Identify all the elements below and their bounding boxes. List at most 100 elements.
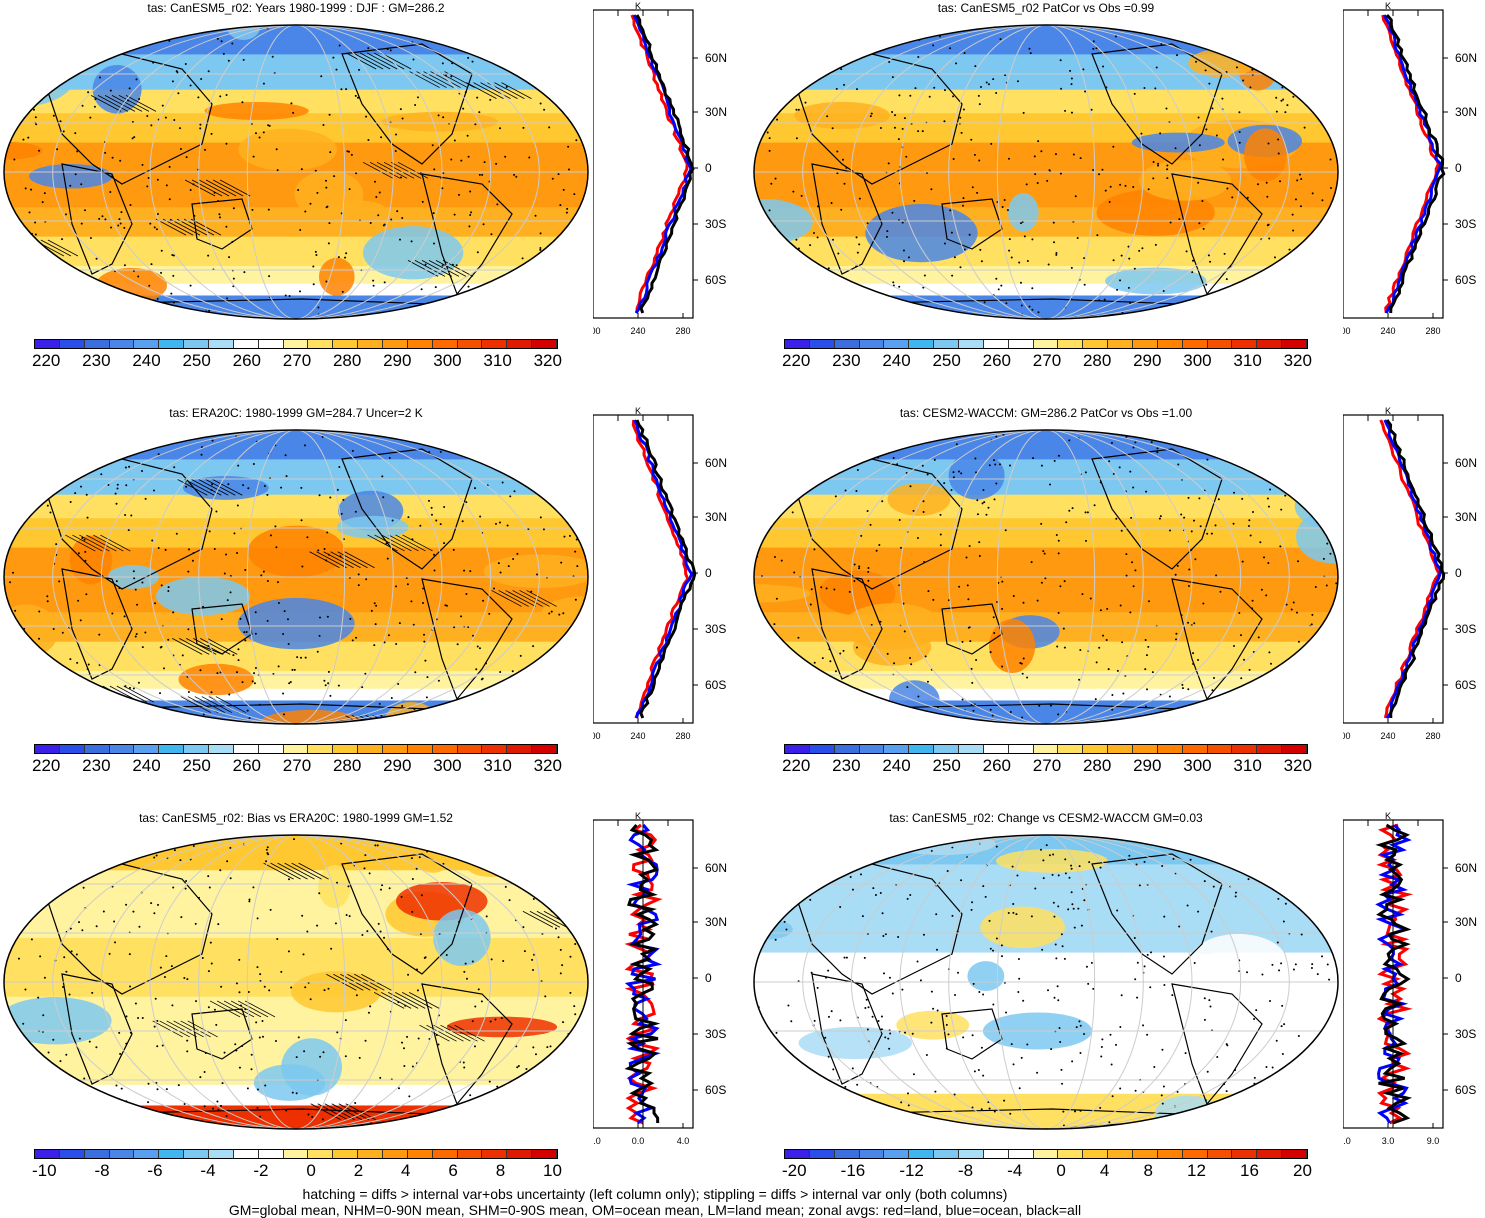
colorbar-tick-label: -10 bbox=[32, 1161, 57, 1180]
colorbar-tick-label: 270 bbox=[282, 756, 312, 775]
colorbar-tick-label: 230 bbox=[832, 351, 861, 370]
panel-title: tas: CanESM5_r02: Change vs CESM2-WACCM … bbox=[889, 811, 1203, 825]
colorbar-tick-label: 300 bbox=[433, 756, 462, 775]
colorbar bbox=[784, 339, 1308, 349]
colorbar-tick-label: -20 bbox=[782, 1161, 807, 1180]
zonal-xtick: 240 bbox=[630, 731, 645, 741]
colorbar-tick-label: 6 bbox=[448, 1161, 458, 1180]
lat-label: 30S bbox=[705, 1027, 726, 1041]
colorbar-tick-label: 280 bbox=[332, 756, 362, 775]
colorbar-tick-label: 2 bbox=[353, 1161, 364, 1180]
zonal-unit: K bbox=[1385, 406, 1391, 416]
zonal-xtick: 240 bbox=[1380, 731, 1395, 741]
colorbar-tick-label: 320 bbox=[533, 351, 562, 370]
colorbar-tick-label: -12 bbox=[899, 1161, 924, 1180]
colorbar-tick-label: 0 bbox=[306, 1161, 316, 1180]
zonal-unit: K bbox=[635, 811, 641, 821]
lat-label: 30S bbox=[1455, 1027, 1476, 1041]
lat-label: 30S bbox=[705, 217, 726, 231]
colorbar-tick-label: 250 bbox=[182, 756, 211, 775]
colorbar-tick-label: 220 bbox=[32, 351, 61, 370]
lat-label: 30S bbox=[705, 622, 726, 636]
panel-title: tas: CanESM5_r02: Bias vs ERA20C: 1980-1… bbox=[139, 811, 453, 825]
colorbar-tick-label: -2 bbox=[253, 1161, 269, 1180]
colorbar-tick-label: 270 bbox=[1032, 351, 1062, 370]
lat-label: 30S bbox=[1455, 622, 1476, 636]
lat-label: 60N bbox=[705, 51, 727, 65]
colorbar-tick-label: 220 bbox=[32, 756, 61, 775]
colorbar-tick-label: 230 bbox=[82, 756, 111, 775]
colorbar-tick-label: 300 bbox=[1183, 351, 1212, 370]
colorbar-tick-label: 4 bbox=[401, 1161, 411, 1180]
colorbar-tick-label: 270 bbox=[282, 351, 312, 370]
footer-line-1: hatching = diffs > internal var+obs unce… bbox=[302, 1186, 1008, 1202]
world-map bbox=[3, 429, 589, 725]
lat-label: 30N bbox=[1455, 915, 1477, 929]
panel-title: tas: ERA20C: 1980-1999 GM=284.7 Uncer=2 … bbox=[169, 406, 423, 420]
zonal-curve bbox=[1379, 419, 1441, 719]
colorbar-tick-label: 220 bbox=[782, 351, 811, 370]
lat-label: 0 bbox=[1455, 161, 1462, 175]
colorbar-tick-label: -6 bbox=[147, 1161, 163, 1180]
zonal-curve bbox=[1385, 14, 1446, 314]
world-map bbox=[753, 24, 1339, 320]
colorbar bbox=[784, 744, 1308, 754]
colorbar-tick-label: 290 bbox=[1133, 756, 1162, 775]
lat-label: 30S bbox=[1455, 217, 1476, 231]
colorbar-tick-label: 240 bbox=[882, 351, 911, 370]
zonal-unit: K bbox=[1385, 1, 1391, 11]
colorbar-tick-label: 250 bbox=[932, 351, 961, 370]
colorbar-tick-label: 280 bbox=[1082, 351, 1112, 370]
colorbar-tick-label: 320 bbox=[1283, 351, 1312, 370]
world-map bbox=[3, 834, 589, 1130]
lat-label: 60S bbox=[1455, 273, 1476, 287]
lat-label: 60N bbox=[1455, 861, 1477, 875]
colorbar-tick-label: 260 bbox=[982, 351, 1011, 370]
zonal-xtick: 280 bbox=[1425, 731, 1440, 741]
lat-label: 60N bbox=[1455, 456, 1477, 470]
lat-label: 60S bbox=[1455, 678, 1476, 692]
colorbar-tick-label: 0 bbox=[1056, 1161, 1066, 1180]
zonal-xtick: 200 bbox=[1343, 326, 1351, 336]
lat-label: 30N bbox=[705, 915, 727, 929]
colorbar-tick-label: 280 bbox=[1082, 756, 1112, 775]
lat-label: 60S bbox=[705, 678, 726, 692]
zonal-xtick: 200 bbox=[1343, 731, 1351, 741]
colorbar-tick-label: 12 bbox=[1187, 1161, 1206, 1180]
colorbar-tick-label: -4 bbox=[200, 1161, 216, 1180]
lat-label: 0 bbox=[1455, 566, 1462, 580]
colorbar bbox=[34, 1149, 558, 1159]
colorbar-tick-label: 290 bbox=[383, 351, 412, 370]
colorbar-tick-label: 260 bbox=[982, 756, 1011, 775]
colorbar-tick-label: 230 bbox=[832, 756, 861, 775]
zonal-unit: K bbox=[635, 1, 641, 11]
colorbar-tick-label: 300 bbox=[433, 351, 462, 370]
zonal-curve bbox=[635, 14, 695, 314]
colorbar-labels: -10 -8 -6 -4 -2 0 2 4 6 8 10 bbox=[32, 1161, 562, 1181]
lat-label: 30N bbox=[705, 510, 727, 524]
zonal-curve bbox=[1381, 14, 1441, 314]
footer-note: hatching = diffs > internal var+obs unce… bbox=[0, 1186, 1310, 1218]
zonal-average-plot: K 60N 30N 0 30S 60S 200 240 280 bbox=[593, 1, 727, 336]
zonal-curve bbox=[624, 824, 663, 1125]
zonal-xtick: 200 bbox=[593, 731, 601, 741]
colorbar-tick-label: -4 bbox=[1007, 1161, 1023, 1180]
zonal-curve bbox=[631, 419, 690, 719]
zonal-curve bbox=[1385, 419, 1446, 719]
zonal-average-plot: K 60N 30N 0 30S 60S 200 240 280 bbox=[1343, 1, 1477, 336]
colorbar-tick-label: 4 bbox=[1099, 1161, 1110, 1180]
panel-title: tas: CESM2-WACCM: GM=286.2 PatCor vs Obs… bbox=[899, 406, 1193, 420]
zonal-xtick: 280 bbox=[675, 326, 690, 336]
colorbar-tick-label: 250 bbox=[932, 756, 961, 775]
colorbar-labels: 220 230 240 250 260 270 280 290 300 310 320 bbox=[782, 756, 1312, 776]
lat-label: 60S bbox=[705, 273, 726, 287]
lat-label: 0 bbox=[1455, 971, 1462, 985]
colorbar-tick-label: -8 bbox=[94, 1161, 110, 1180]
world-map bbox=[753, 429, 1339, 725]
zonal-average-plot: K 60N 30N 0 30S 60S 200 240 280 bbox=[1343, 406, 1477, 741]
zonal-unit: K bbox=[1385, 811, 1391, 821]
zonal-xtick: 280 bbox=[675, 731, 690, 741]
lat-label: 30N bbox=[705, 105, 727, 119]
lat-label: 60N bbox=[1455, 51, 1477, 65]
colorbar-tick-label: 240 bbox=[882, 756, 911, 775]
